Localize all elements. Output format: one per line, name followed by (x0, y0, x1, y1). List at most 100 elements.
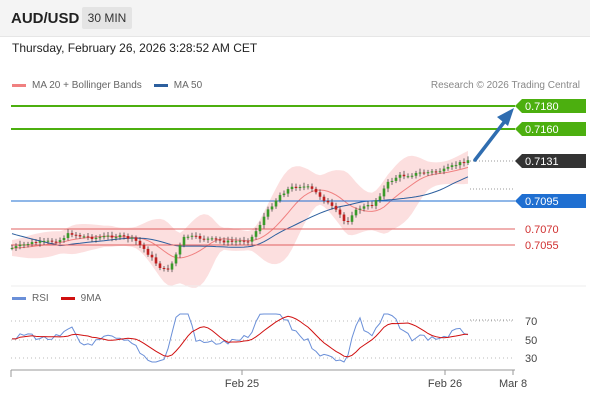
candle-body (138, 240, 142, 245)
candle-body (226, 240, 230, 243)
candle-body (130, 237, 134, 239)
candle-body (142, 244, 146, 249)
candle-body (126, 236, 130, 239)
candle-body (286, 189, 290, 194)
candle-body (314, 188, 318, 193)
candle-body (22, 244, 26, 246)
candle-body (414, 173, 418, 176)
legend-ma20-label: MA 20 + Bollinger Bands (32, 80, 142, 91)
candle-body (182, 236, 186, 246)
candle-body (30, 242, 34, 245)
candle-body (66, 233, 70, 239)
candlesticks (10, 156, 470, 273)
x-label-mar8: Mar 8 (499, 378, 527, 390)
candle-body (266, 209, 270, 217)
candle-body (234, 241, 238, 243)
legend-rsi: RSI (12, 293, 49, 304)
candle-body (106, 235, 110, 237)
candle-body (162, 267, 166, 269)
candle-body (202, 238, 206, 240)
resistance1-label: 0.7160 (515, 122, 586, 136)
forecast-arrow (473, 108, 514, 162)
candle-body (218, 239, 222, 241)
candle-body (346, 220, 350, 222)
candle-body (86, 236, 90, 238)
candle-body (306, 186, 310, 188)
candle-body (406, 176, 410, 178)
rsi-tick-50: 50 (525, 335, 537, 347)
candle-body (74, 234, 78, 236)
candle-body (386, 181, 390, 189)
candle-body (382, 188, 386, 197)
symbol-title: AUD/USD (11, 10, 80, 27)
candle-body (242, 240, 246, 242)
candle-body (78, 235, 82, 237)
candle-body (166, 268, 170, 270)
source-credit: Research © 2026 Trading Central (430, 80, 580, 91)
candle-body (186, 236, 190, 238)
candle-body (430, 171, 434, 173)
candle-body (194, 235, 198, 237)
candle-body (342, 214, 346, 221)
candle-body (450, 165, 454, 168)
candle-body (206, 238, 210, 240)
candle-body (278, 195, 282, 201)
candle-body (150, 254, 154, 258)
candle-body (374, 200, 378, 206)
candle-body (394, 177, 398, 181)
candle-body (326, 200, 330, 203)
candle-body (434, 171, 438, 173)
legend-9ma: 9MA (60, 293, 101, 304)
candle-body (354, 209, 358, 216)
rsi-tick-70: 70 (525, 316, 537, 328)
candle-body (198, 235, 202, 239)
candle-body (418, 172, 422, 174)
candle-body (270, 206, 274, 210)
candle-body (282, 193, 286, 196)
candle-body (362, 206, 366, 209)
ma9-swatch (60, 297, 75, 300)
candle-body (334, 205, 338, 210)
candle-body (210, 238, 214, 240)
support2-value: 0.7055 (525, 240, 559, 252)
rsi-swatch (12, 297, 26, 300)
candle-body (274, 200, 278, 207)
candle-body (262, 216, 266, 226)
candle-body (298, 186, 302, 189)
candle-body (90, 236, 94, 239)
rsi-tick-30: 30 (525, 353, 537, 365)
candle-body (378, 196, 382, 201)
candle-body (290, 186, 294, 190)
bollinger-band-fill (12, 150, 468, 288)
candle-body (10, 247, 14, 249)
candle-body (446, 167, 450, 169)
candle-body (390, 180, 394, 182)
candle-body (246, 241, 250, 243)
ma50-swatch (153, 84, 168, 87)
candle-body (330, 202, 334, 206)
candle-body (62, 238, 66, 241)
support1-value: 0.7070 (525, 224, 559, 236)
candle-body (34, 242, 38, 244)
main-legend: MA 20 + Bollinger Bands MA 50 (12, 80, 214, 91)
pivot-label: 0.7095 (515, 194, 586, 208)
rsi-legend: RSI 9MA (12, 293, 113, 304)
candle-body (214, 238, 218, 240)
legend-ma20: MA 20 + Bollinger Bands (12, 80, 142, 91)
candle-body (42, 240, 46, 242)
candle-body (18, 244, 22, 247)
x-label-feb25: Feb 25 (225, 378, 259, 390)
candle-body (54, 241, 58, 243)
candle-body (94, 237, 98, 239)
resistance1-value: 0.7160 (525, 124, 559, 136)
candle-body (230, 240, 234, 242)
timeframe-selector[interactable]: 30 MIN (82, 7, 132, 29)
candle-body (454, 165, 458, 167)
candle-body (426, 172, 430, 174)
resistance2-label: 0.7180 (515, 99, 586, 113)
candle-body (122, 235, 126, 237)
candle-body (410, 175, 414, 177)
candle-body (146, 248, 150, 255)
candle-body (50, 240, 54, 242)
